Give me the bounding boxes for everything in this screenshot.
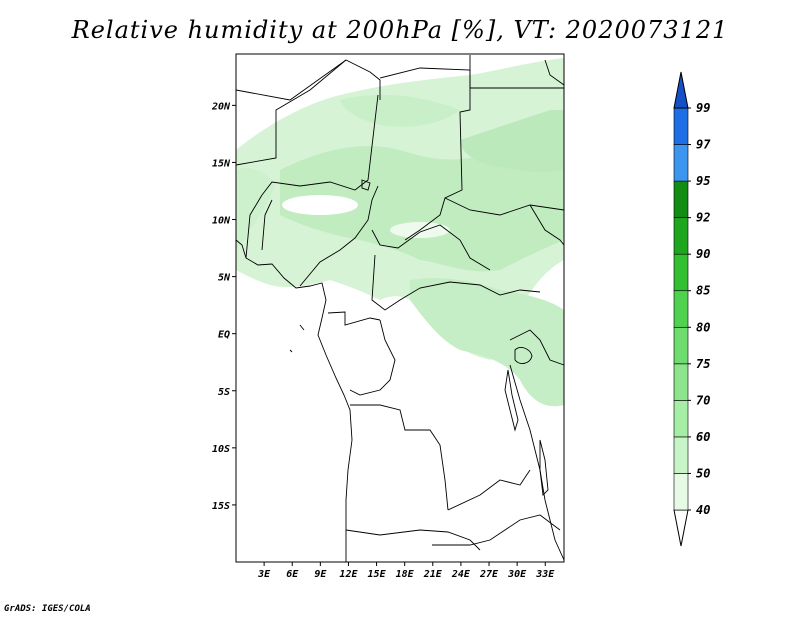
- border-angola-zambia: [447, 469, 531, 511]
- border-benin: [261, 199, 273, 251]
- lon-tick-label: 30E: [507, 569, 527, 580]
- lat-tick-label: EQ: [218, 330, 230, 341]
- border-congo: [349, 319, 396, 396]
- humidity-region-east: [410, 278, 564, 407]
- colorbar-segment: [673, 180, 689, 218]
- colorbar-level-label: 80: [696, 320, 710, 334]
- border-sudan-ssudan: [444, 197, 565, 216]
- border-cameroon-gabon: [327, 311, 381, 326]
- border-algeria-mali: [235, 59, 381, 101]
- lon-axis: 3E 6E 9E 12E 15E 18E 21E 24E 27E 30E 33E: [257, 562, 555, 580]
- grads-credit: GrADS: IGES/COLA: [4, 604, 91, 614]
- humidity-region-central: [280, 146, 564, 272]
- lat-tick-label: 10N: [212, 216, 231, 227]
- lat-tick-label: 20N: [211, 101, 231, 112]
- colorbar-level-label: 60: [696, 430, 710, 444]
- map-frame: [235, 53, 565, 563]
- lake-chad: [361, 179, 371, 191]
- colorbar-level-label: 99: [696, 101, 710, 115]
- colorbar-level-label: 92: [696, 211, 710, 225]
- lat-tick-label: 5S: [218, 387, 230, 398]
- colorbar-segment: [673, 217, 689, 255]
- lat-tick-label: 10S: [212, 444, 230, 455]
- lon-tick-label: 33E: [535, 569, 555, 580]
- colorbar-segment: [673, 144, 689, 182]
- colorbar-level-label: 50: [696, 466, 710, 480]
- colorbar-level-label: 75: [696, 357, 710, 371]
- lon-tick-label: 24E: [451, 569, 471, 580]
- border-ssudan-east: [529, 204, 565, 246]
- lon-tick-label: 15E: [368, 569, 387, 580]
- colorbar-segment: [673, 107, 689, 145]
- lon-tick-label: 12E: [339, 569, 358, 580]
- humidity-region-nile: [460, 110, 564, 173]
- border-car-drc: [371, 254, 541, 311]
- humidity-fields: [236, 58, 564, 407]
- lon-tick-label: 21E: [423, 569, 443, 580]
- colorbar-level-label: 97: [696, 138, 711, 152]
- colorbar-segment: [673, 473, 689, 511]
- colorbar-segment: [673, 326, 689, 365]
- colorbar-segment: [673, 290, 689, 328]
- lat-tick-label: 5N: [218, 273, 231, 284]
- lake-victoria: [514, 347, 533, 364]
- border-niger-chad: [379, 67, 471, 241]
- colorbar-level-label: 85: [696, 284, 710, 298]
- lon-tick-label: 18E: [396, 569, 415, 580]
- border-uganda-kenya: [509, 329, 565, 366]
- lake-tanganyika: [504, 369, 519, 432]
- lat-tick-label: 15N: [212, 158, 231, 169]
- border-chad-car: [371, 224, 491, 271]
- borders: [235, 55, 565, 562]
- border-nigeria-cameroon: [299, 185, 379, 287]
- lon-tick-label: 3E: [257, 569, 271, 580]
- border-niger-nigeria: [261, 94, 379, 196]
- colorbar: 40 50 60 70 75 80 85 90 92 95 97 99: [673, 71, 711, 547]
- border-gulf-islands: [289, 324, 305, 353]
- border-ethiopia: [544, 59, 565, 86]
- humidity-region-north: [340, 94, 460, 127]
- colorbar-over-arrow: [673, 71, 689, 109]
- border-namibia: [345, 529, 481, 551]
- humidity-region-west: [236, 168, 275, 250]
- border-drc-angola: [350, 404, 449, 511]
- colorbar-level-label: 40: [696, 503, 710, 517]
- lake-malawi: [539, 439, 549, 496]
- lon-tick-label: 27E: [479, 569, 499, 580]
- colorbar-level-label: 70: [696, 393, 710, 407]
- map-title: Relative humidity at 200hPa [%], VT: 202…: [71, 16, 729, 44]
- colorbar-segment: [673, 436, 689, 474]
- lon-tick-label: 9E: [314, 569, 327, 580]
- colorbar-segment: [673, 400, 689, 438]
- colorbar-under-arrow: [673, 509, 689, 547]
- lat-tick-label: 15S: [212, 501, 230, 512]
- border-mali-niger: [235, 59, 347, 166]
- colorbar-level-label: 90: [696, 247, 710, 261]
- lat-axis: 20N 15N 10N 5N EQ 5S 10S 15S: [211, 101, 236, 512]
- border-ghana: [245, 194, 263, 259]
- border-libya-egypt: [469, 55, 564, 89]
- colorbar-segment: [673, 363, 689, 401]
- lon-tick-label: 6E: [286, 569, 299, 580]
- border-zambia-south: [432, 514, 561, 546]
- coastline-west: [235, 239, 353, 562]
- colorbar-segment: [673, 253, 689, 292]
- colorbar-level-label: 95: [696, 174, 710, 188]
- humidity-dry-patch: [282, 195, 358, 215]
